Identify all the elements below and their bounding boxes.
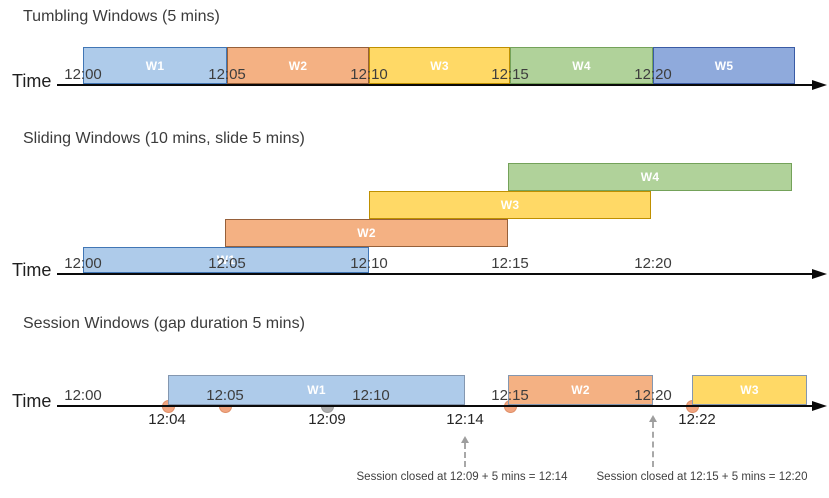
tick-label-sliding-12-05: 12:05 [208, 255, 246, 272]
tick-label-sliding-12-15: 12:15 [491, 255, 529, 272]
window-box-w3-tumbling: W3 [369, 47, 510, 84]
tick-label-sliding-12-20: 12:20 [634, 255, 672, 272]
window-label-w1-tumbling: W1 [145, 58, 165, 73]
event-time-label-12-14: 12:14 [446, 411, 484, 428]
time-axis-arrowhead-sliding [812, 269, 827, 279]
tick-label-session-12-00: 12:00 [64, 387, 102, 404]
tick-label-sliding-12-00: 12:00 [64, 255, 102, 272]
time-axis-line-sliding [57, 273, 812, 275]
time-axis-line-session [57, 405, 812, 407]
window-box-w2-tumbling: W2 [227, 47, 369, 84]
window-label-w2-tumbling: W2 [288, 58, 308, 73]
annotation-arrowhead-2 [649, 415, 657, 422]
time-axis-line-tumbling [57, 84, 812, 86]
time-axis-label-session: Time [12, 391, 52, 411]
tick-label-sliding-12-10: 12:10 [350, 255, 388, 272]
time-axis-arrowhead-tumbling [812, 80, 827, 90]
window-label-w4-tumbling: W4 [572, 58, 591, 73]
window-box-w1-session: W1 [168, 375, 465, 405]
tick-label-tumbling-12-20: 12:20 [634, 66, 672, 83]
event-time-label-12-09: 12:09 [308, 411, 346, 428]
section-title-session: Session Windows (gap duration 5 mins) [23, 315, 305, 332]
window-box-w1-tumbling: W1 [83, 47, 227, 84]
window-label-w5-tumbling: W5 [714, 58, 734, 73]
annotation-arrowhead-1 [461, 436, 469, 443]
annotation-dashed-line-2 [652, 422, 654, 467]
time-axis-label-tumbling: Time [12, 71, 52, 91]
time-axis-arrowhead-session [812, 401, 827, 411]
window-label-w2-sliding: W2 [357, 226, 376, 240]
tick-label-session-12-15: 12:15 [491, 387, 529, 404]
window-label-w3-session: W3 [740, 383, 759, 397]
window-label-w2-session: W2 [571, 383, 590, 397]
session-closed-caption-2: Session closed at 12:15 + 5 mins = 12:20 [596, 471, 808, 483]
section-title-tumbling: Tumbling Windows (5 mins) [23, 8, 220, 25]
tick-label-tumbling-12-15: 12:15 [491, 66, 529, 83]
event-time-label-12-22: 12:22 [678, 411, 716, 428]
window-box-w4-tumbling: W4 [510, 47, 653, 84]
section-title-sliding: Sliding Windows (10 mins, slide 5 mins) [23, 130, 305, 147]
window-label-w3-sliding: W3 [500, 198, 520, 212]
window-label-w4-sliding: W4 [640, 170, 660, 184]
window-label-w1-sliding: W1 [216, 253, 236, 267]
window-box-w2-sliding: W2 [225, 219, 508, 247]
event-time-label-12-04: 12:04 [148, 411, 186, 428]
tick-label-tumbling-12-00: 12:00 [64, 66, 102, 83]
window-box-w3-session: W3 [692, 375, 807, 405]
window-box-w4-sliding: W4 [508, 163, 792, 191]
window-box-w5-tumbling: W5 [653, 47, 795, 84]
window-box-w3-sliding: W3 [369, 191, 651, 219]
tick-label-session-12-10: 12:10 [352, 387, 390, 404]
tick-label-tumbling-12-05: 12:05 [208, 66, 246, 83]
time-axis-label-sliding: Time [12, 260, 52, 280]
tick-label-session-12-05: 12:05 [206, 387, 244, 404]
tick-label-session-12-20: 12:20 [634, 387, 672, 404]
tick-label-tumbling-12-10: 12:10 [350, 66, 388, 83]
window-box-w1-sliding: W1 [83, 247, 369, 273]
annotation-dashed-line-1 [464, 443, 466, 467]
window-box-w2-session: W2 [508, 375, 653, 405]
window-label-w3-tumbling: W3 [430, 58, 449, 73]
window-label-w1-session: W1 [307, 383, 326, 397]
session-closed-caption-1: Session closed at 12:09 + 5 mins = 12:14 [356, 471, 568, 483]
